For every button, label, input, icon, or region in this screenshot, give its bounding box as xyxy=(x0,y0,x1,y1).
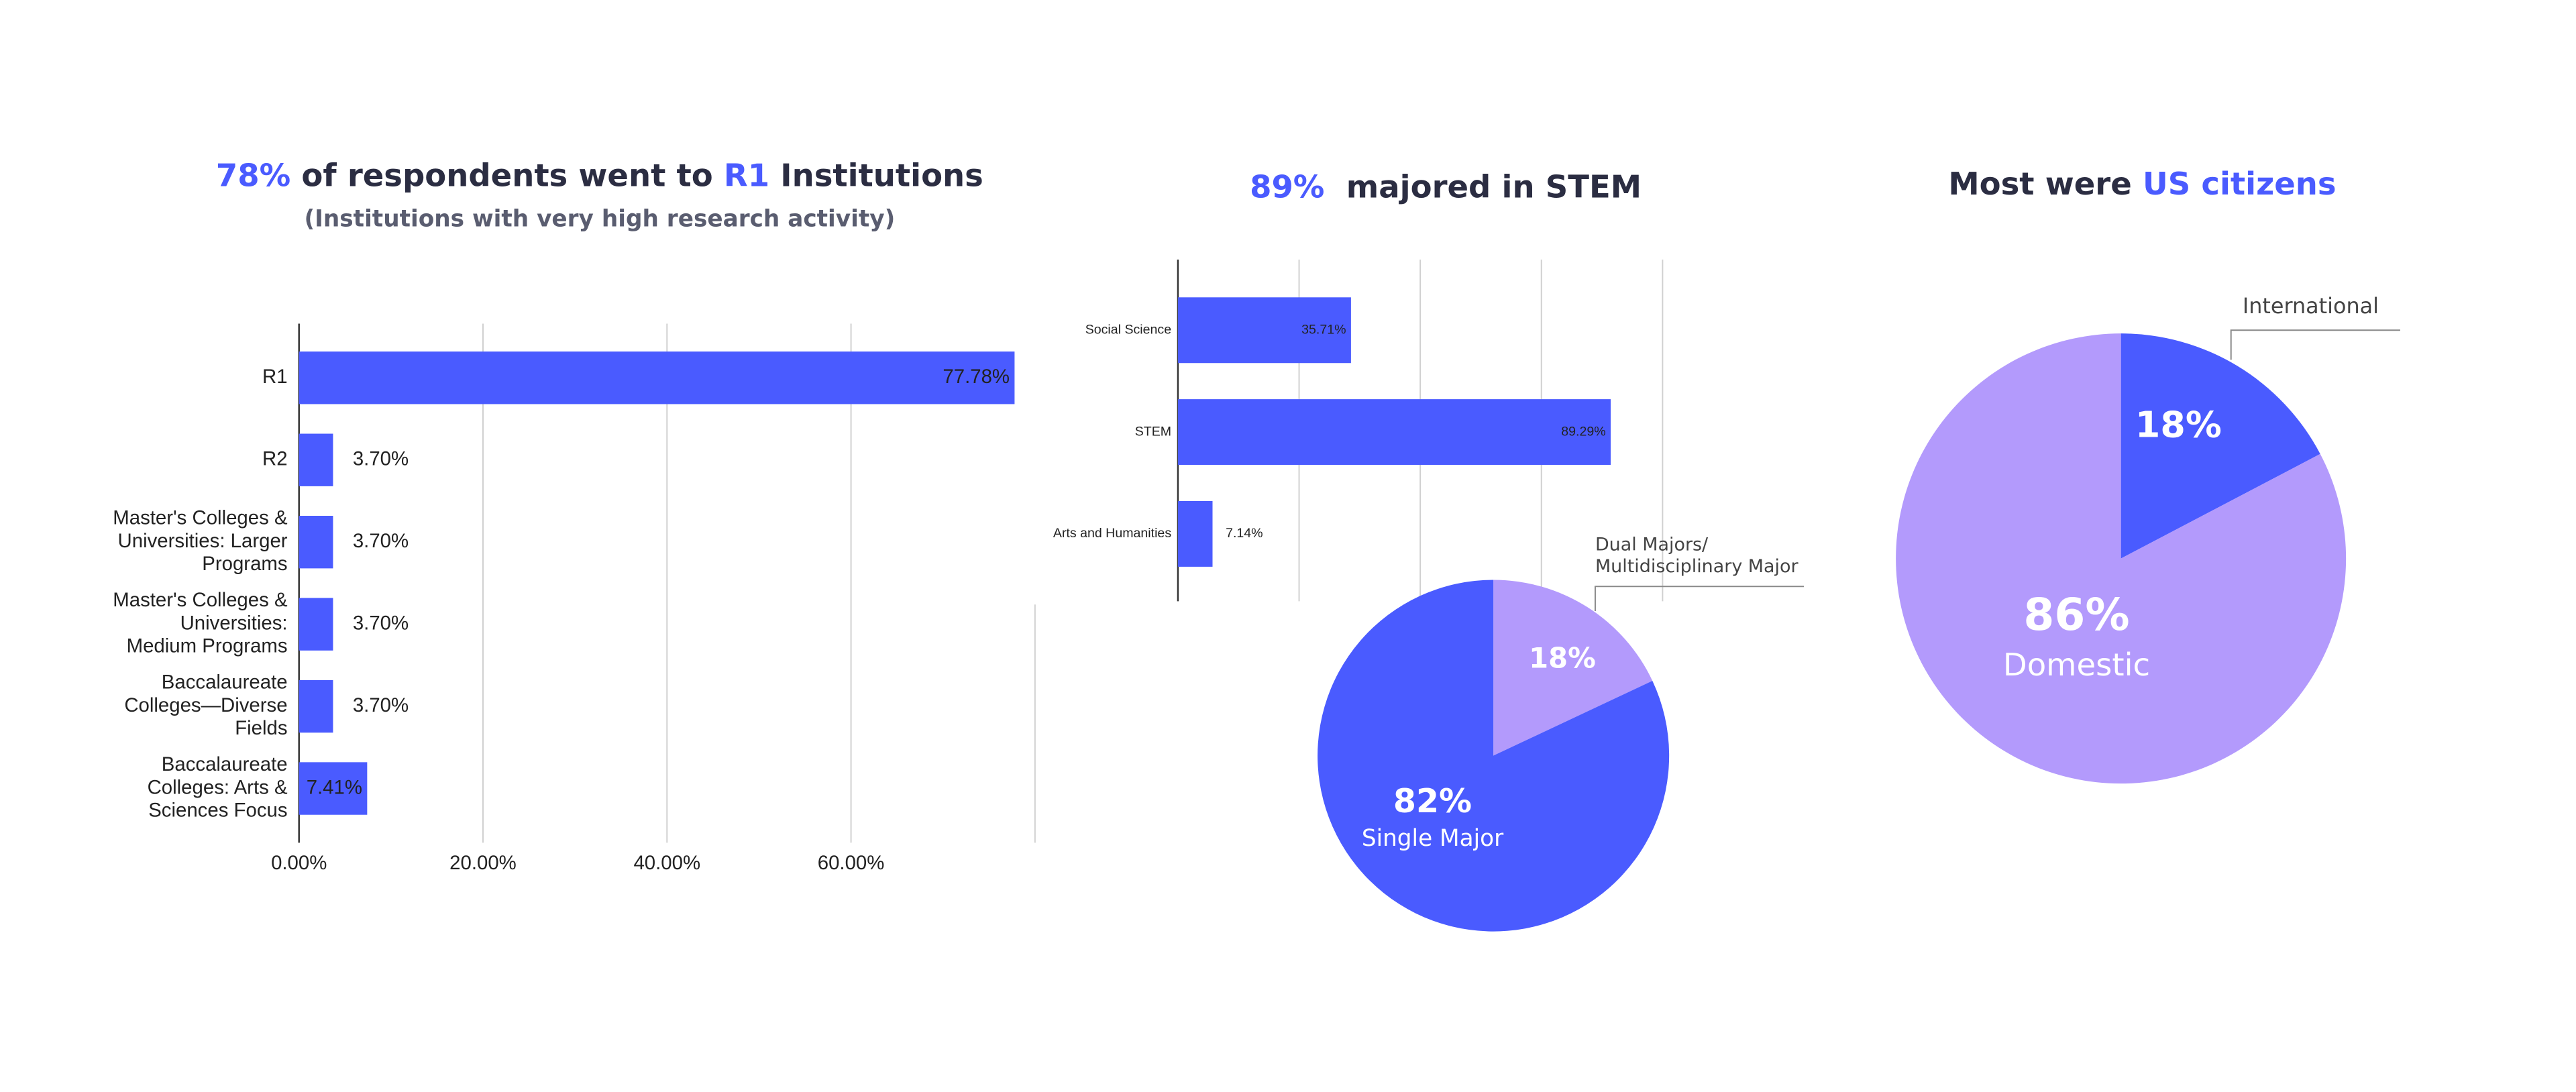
chart-title: Most were US citizens xyxy=(1948,165,2336,201)
x-tick-label: 0.00% xyxy=(271,852,327,874)
title-part: majored in STEM xyxy=(1324,168,1642,205)
y-tick-label: Baccalaureate xyxy=(162,671,288,694)
bar xyxy=(1177,500,1213,567)
bar xyxy=(299,762,368,815)
y-tick-label: Universities: Larger xyxy=(118,530,288,552)
chart-title: 78% of respondents went to R1 Institutio… xyxy=(216,157,983,193)
x-tick-label: 20.00% xyxy=(449,852,517,874)
y-tick-label: R2 xyxy=(262,448,288,470)
pie-slice xyxy=(1896,333,2347,784)
bar xyxy=(1177,399,1611,466)
x-tick-label: 40.00% xyxy=(633,852,700,874)
slice-value-label: 86% xyxy=(2023,589,2129,641)
slice-name-label: Multidisciplinary Major xyxy=(1595,556,1799,577)
slice-value-label: 18% xyxy=(2135,403,2222,445)
y-tick-label: Colleges—Diverse xyxy=(124,694,287,716)
y-tick-label: Fields xyxy=(235,717,287,739)
x-tick-label: 60.00% xyxy=(818,852,885,874)
value-label: 3.70% xyxy=(353,694,409,716)
title-part: of respondents went to xyxy=(290,157,724,193)
bar xyxy=(299,516,333,569)
y-tick-label: Master's Colleges & xyxy=(113,589,288,611)
slice-name-label: Single Major xyxy=(1362,825,1504,852)
leader-line xyxy=(1594,586,1804,612)
y-tick-label: R1 xyxy=(262,366,288,388)
title-part: 78% xyxy=(216,157,290,193)
pie-slice xyxy=(1493,580,1653,756)
bar xyxy=(299,598,333,651)
y-tick-label: Master's Colleges & xyxy=(113,507,288,529)
value-label: 7.41% xyxy=(307,776,362,798)
chart-title: 89% majored in STEM xyxy=(1250,168,1642,205)
y-tick-label: Medium Programs xyxy=(127,635,288,657)
title-part: Most were xyxy=(1948,165,2143,201)
bar xyxy=(299,679,333,733)
title-part: US citizens xyxy=(2143,165,2337,201)
bar xyxy=(299,433,333,486)
y-tick-label: Universities: xyxy=(180,612,288,634)
leader-line xyxy=(2230,329,2400,360)
value-label: 77.78% xyxy=(943,366,1010,388)
slice-value-label: 18% xyxy=(1529,642,1596,675)
y-tick-label: Arts and Humanities xyxy=(1053,526,1171,541)
value-label: 3.70% xyxy=(353,530,409,552)
value-label: 35.71% xyxy=(1301,322,1346,337)
y-tick-label: Sciences Focus xyxy=(148,800,287,822)
value-label: 7.14% xyxy=(1226,526,1263,541)
pie-slice xyxy=(2121,333,2320,559)
slice-value-label: 82% xyxy=(1393,782,1472,820)
slice-name-label: International xyxy=(2243,293,2379,319)
chart-subtitle: (Institutions with very high research ac… xyxy=(304,206,895,233)
title-part: 89% xyxy=(1250,168,1324,205)
title-part: Institutions xyxy=(769,157,983,193)
title-part: R1 xyxy=(724,157,769,193)
y-tick-label: Baccalaureate xyxy=(162,753,288,775)
bar xyxy=(1177,297,1351,364)
slice-name-label: Dual Majors/ xyxy=(1595,535,1709,555)
y-tick-label: Programs xyxy=(202,553,287,575)
y-tick-label: STEM xyxy=(1135,424,1171,439)
value-label: 3.70% xyxy=(353,448,409,470)
bar xyxy=(299,351,1015,404)
y-tick-label: Colleges: Arts & xyxy=(148,776,288,798)
value-label: 3.70% xyxy=(353,612,409,634)
slice-name-label: Domestic xyxy=(2003,647,2150,683)
pie-slice xyxy=(1318,580,1670,932)
y-tick-label: Social Science xyxy=(1085,322,1172,337)
value-label: 89.29% xyxy=(1561,424,1605,439)
